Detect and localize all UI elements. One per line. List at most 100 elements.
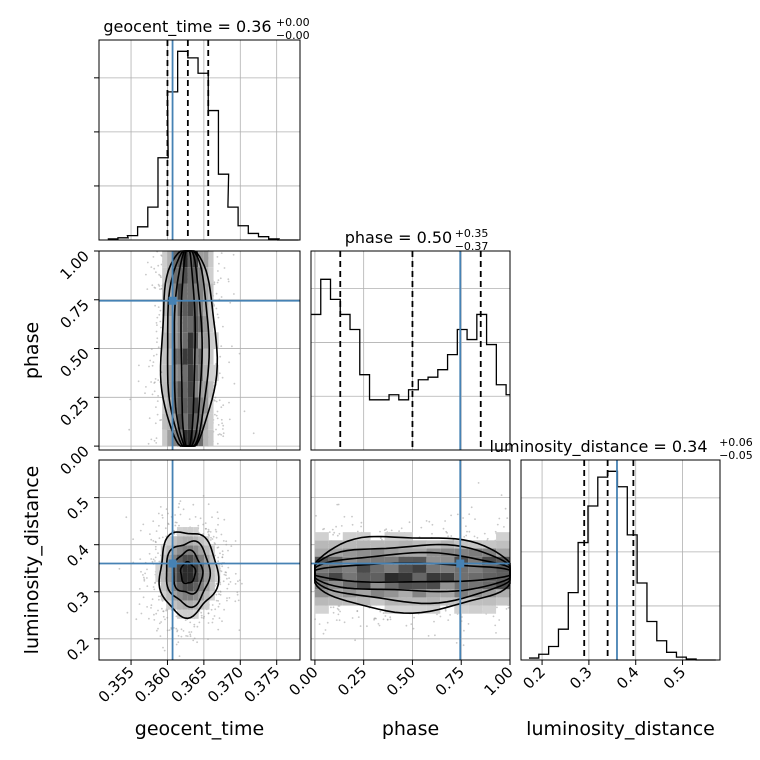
sample-point bbox=[180, 628, 183, 631]
sample-point bbox=[193, 637, 196, 640]
density-cell bbox=[468, 540, 483, 549]
sample-point bbox=[118, 567, 121, 570]
density-cell bbox=[162, 429, 168, 447]
density-cell bbox=[187, 299, 193, 317]
density-cell bbox=[482, 572, 497, 582]
density-cell bbox=[468, 597, 483, 606]
sample-point bbox=[337, 609, 340, 611]
sample-point bbox=[222, 325, 224, 328]
sample-point bbox=[335, 619, 338, 621]
sample-point bbox=[385, 528, 388, 531]
sample-point bbox=[220, 433, 223, 436]
sample-point bbox=[216, 442, 219, 445]
density-cell bbox=[412, 597, 427, 606]
density-cell bbox=[426, 572, 441, 582]
sample-point bbox=[314, 618, 316, 621]
y-tick-label: 0.75 bbox=[56, 296, 92, 332]
sample-point bbox=[157, 395, 160, 397]
sample-point bbox=[126, 611, 129, 614]
density-cell bbox=[208, 381, 214, 398]
density-cell bbox=[314, 532, 329, 541]
density-cell bbox=[412, 581, 427, 590]
sample-point bbox=[166, 629, 169, 632]
x-tick-label: 0.4 bbox=[613, 663, 643, 693]
density-cell bbox=[384, 597, 399, 606]
sample-point bbox=[252, 432, 255, 435]
density-cell bbox=[208, 364, 214, 382]
density-cell bbox=[214, 572, 221, 583]
sample-point bbox=[218, 617, 221, 619]
density-cell bbox=[177, 397, 183, 414]
density-cell bbox=[198, 397, 204, 414]
sample-point bbox=[163, 649, 166, 652]
density-cell bbox=[177, 591, 183, 601]
sample-point bbox=[140, 570, 142, 573]
density-cell bbox=[203, 429, 209, 447]
density-cell bbox=[177, 283, 183, 300]
density-cell bbox=[167, 251, 173, 268]
density-cell bbox=[162, 267, 168, 284]
axes-layer bbox=[94, 39, 721, 665]
panel-background bbox=[521, 460, 720, 660]
sample-point bbox=[155, 612, 158, 615]
density-cell bbox=[167, 381, 173, 398]
sample-point bbox=[160, 276, 162, 279]
sample-point bbox=[227, 583, 230, 586]
sample-point bbox=[216, 417, 219, 420]
truth-marker bbox=[168, 559, 177, 568]
sample-point bbox=[227, 280, 230, 283]
sample-point bbox=[356, 610, 359, 612]
density-cell bbox=[177, 316, 183, 333]
density-cell bbox=[412, 540, 427, 549]
sample-point bbox=[209, 539, 212, 541]
density-cell bbox=[496, 540, 510, 549]
sample-point bbox=[156, 324, 158, 326]
sample-point bbox=[447, 619, 450, 621]
density-cell bbox=[167, 348, 173, 365]
density-cell bbox=[192, 267, 199, 284]
sample-point bbox=[463, 629, 465, 632]
density-cell bbox=[356, 589, 371, 598]
density-cell bbox=[440, 556, 455, 565]
y-tick-label: 0.00 bbox=[56, 442, 92, 478]
sample-point bbox=[215, 400, 218, 403]
density-cell bbox=[398, 532, 413, 541]
sample-point bbox=[175, 615, 178, 618]
panel-frame bbox=[98, 459, 301, 661]
sample-point bbox=[234, 600, 237, 603]
density-cell bbox=[162, 251, 168, 268]
sample-point bbox=[328, 531, 331, 533]
density-cell bbox=[187, 332, 193, 349]
density-cell bbox=[182, 267, 188, 284]
density-cell bbox=[314, 548, 329, 557]
panel-frame bbox=[98, 39, 301, 241]
contour-level-0 bbox=[180, 250, 196, 447]
density-cell bbox=[172, 413, 178, 430]
sample-point bbox=[324, 629, 327, 631]
sample-point bbox=[465, 534, 468, 537]
sample-point bbox=[373, 618, 375, 621]
sample-point bbox=[214, 528, 217, 531]
sample-point bbox=[152, 540, 155, 542]
sample-point bbox=[318, 623, 321, 625]
sample-point bbox=[179, 513, 182, 516]
density-cell bbox=[182, 299, 188, 317]
contour-level-2 bbox=[166, 250, 211, 447]
sample-point bbox=[142, 596, 145, 599]
sample-point bbox=[351, 515, 353, 518]
density-cell bbox=[454, 589, 469, 598]
sample-point bbox=[340, 525, 343, 527]
sample-point bbox=[225, 540, 228, 543]
sample-point bbox=[217, 523, 219, 526]
density-cell bbox=[160, 554, 167, 564]
density-cell bbox=[177, 364, 183, 382]
sample-point bbox=[456, 513, 459, 516]
sample-point bbox=[199, 517, 202, 520]
sample-point bbox=[151, 598, 154, 601]
density-cell bbox=[198, 536, 205, 546]
density-cell bbox=[171, 554, 178, 564]
sample-point bbox=[323, 527, 325, 530]
density-cell bbox=[160, 572, 167, 583]
density-cell bbox=[426, 564, 441, 573]
density-cell bbox=[187, 316, 193, 333]
